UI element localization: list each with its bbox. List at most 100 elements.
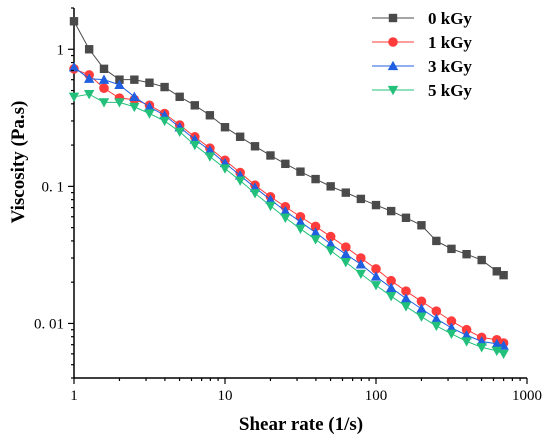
- data-point-2-21: [385, 282, 397, 292]
- legend-label-1: 1 kGy: [428, 33, 472, 52]
- data-point-2-5: [144, 101, 155, 112]
- data-point-0-7: [175, 92, 184, 102]
- data-point-0-22: [401, 213, 411, 222]
- legend-marker-3: [387, 85, 399, 96]
- data-point-0-5: [145, 78, 154, 87]
- data-point-0-2: [99, 64, 109, 74]
- data-point-3-24: [431, 321, 442, 332]
- data-point-1-21: [386, 275, 396, 286]
- data-point-0-13: [266, 151, 275, 160]
- data-point-0-26: [462, 249, 471, 259]
- data-point-3-22: [400, 302, 412, 312]
- data-point-1-25: [446, 316, 457, 326]
- data-point-3-1: [83, 90, 95, 100]
- data-point-0-20: [371, 200, 381, 210]
- data-point-3-11: [234, 176, 246, 186]
- data-point-2-17: [325, 238, 336, 249]
- legend-item-0: 0 kGy: [372, 9, 472, 28]
- data-point-0-11: [235, 132, 245, 141]
- data-point-2-16: [310, 227, 321, 237]
- data-point-1-18: [341, 242, 351, 252]
- data-point-1-20: [371, 264, 381, 274]
- legend-item-3: 5 kGy: [372, 81, 472, 100]
- x-tick-label-2: 100: [365, 388, 388, 404]
- series-3: [68, 90, 509, 360]
- data-point-0-16: [311, 174, 320, 184]
- data-point-2-23: [416, 303, 427, 313]
- data-point-0-12: [250, 142, 260, 151]
- data-point-2-25: [446, 322, 457, 332]
- data-point-3-25: [446, 329, 457, 340]
- data-point-2-20: [370, 271, 382, 281]
- data-point-2-15: [295, 216, 306, 227]
- data-point-1-16: [310, 221, 321, 232]
- y-axis-title: Viscosity (Pa.s): [8, 101, 29, 224]
- data-point-3-3: [114, 98, 125, 108]
- legend-label-2: 3 kGy: [428, 57, 472, 76]
- data-point-3-12: [249, 189, 261, 199]
- data-point-3-29: [498, 349, 509, 360]
- data-point-2-0: [68, 61, 80, 72]
- legend-label-0: 0 kGy: [428, 9, 472, 28]
- data-point-1-17: [325, 231, 336, 242]
- data-point-0-6: [160, 82, 169, 92]
- legend-marker-2: [387, 60, 399, 71]
- data-point-0-10: [220, 123, 230, 132]
- data-point-3-17: [325, 246, 336, 256]
- x-tick-label-3: 1000: [512, 388, 542, 404]
- data-point-0-4: [130, 75, 139, 84]
- data-point-0-24: [432, 236, 441, 246]
- x-tick-label-1: 10: [218, 388, 233, 404]
- x-tick-label-0: 1: [70, 388, 78, 404]
- data-point-1-19: [356, 253, 366, 263]
- data-point-2-9: [204, 145, 216, 155]
- data-point-0-14: [281, 159, 290, 169]
- data-point-3-26: [461, 337, 472, 347]
- data-point-2-28: [491, 338, 503, 348]
- data-point-0-17: [326, 182, 335, 191]
- data-point-1-24: [431, 306, 442, 316]
- legend: 0 kGy 1 kGy 3 kGy 5 kGy: [372, 9, 472, 100]
- data-point-3-13: [265, 201, 276, 212]
- data-point-2-13: [265, 194, 276, 204]
- data-point-3-8: [189, 140, 201, 151]
- data-point-3-0: [68, 92, 80, 103]
- data-point-2-14: [280, 205, 291, 216]
- data-point-1-2: [99, 83, 109, 94]
- data-point-2-3: [114, 79, 125, 90]
- data-point-0-21: [386, 206, 396, 216]
- legend-item-2: 3 kGy: [372, 57, 472, 76]
- data-point-0-29: [499, 270, 508, 280]
- data-point-0-25: [447, 244, 456, 254]
- series-2: [68, 61, 509, 350]
- data-point-2-2: [98, 74, 110, 84]
- y-tick-label-1: 0. 1: [42, 179, 65, 195]
- data-point-3-16: [310, 235, 321, 245]
- data-point-0-23: [417, 221, 426, 230]
- data-point-3-21: [385, 292, 397, 302]
- data-point-0-28: [492, 267, 502, 276]
- data-point-2-24: [431, 313, 442, 324]
- data-point-3-7: [174, 127, 185, 138]
- data-point-0-8: [190, 101, 200, 110]
- data-point-2-26: [461, 330, 472, 340]
- data-point-3-23: [416, 312, 427, 322]
- data-point-3-5: [144, 109, 155, 119]
- legend-marker-1: [388, 37, 398, 47]
- data-point-2-19: [355, 259, 367, 269]
- x-axis-title: Shear rate (1/s): [239, 414, 363, 435]
- data-point-1-22: [401, 286, 411, 296]
- data-point-3-6: [159, 116, 170, 127]
- data-point-3-18: [340, 257, 352, 268]
- data-point-0-0: [69, 17, 79, 26]
- legend-label-3: 5 kGy: [428, 81, 472, 100]
- data-point-3-19: [355, 269, 367, 280]
- data-point-2-22: [400, 293, 412, 303]
- data-point-3-15: [295, 224, 306, 235]
- series-layer: [68, 17, 509, 360]
- data-point-3-14: [280, 213, 291, 223]
- data-point-0-18: [341, 188, 351, 197]
- data-point-3-28: [491, 346, 503, 357]
- y-tick-label-0: 1: [57, 42, 65, 58]
